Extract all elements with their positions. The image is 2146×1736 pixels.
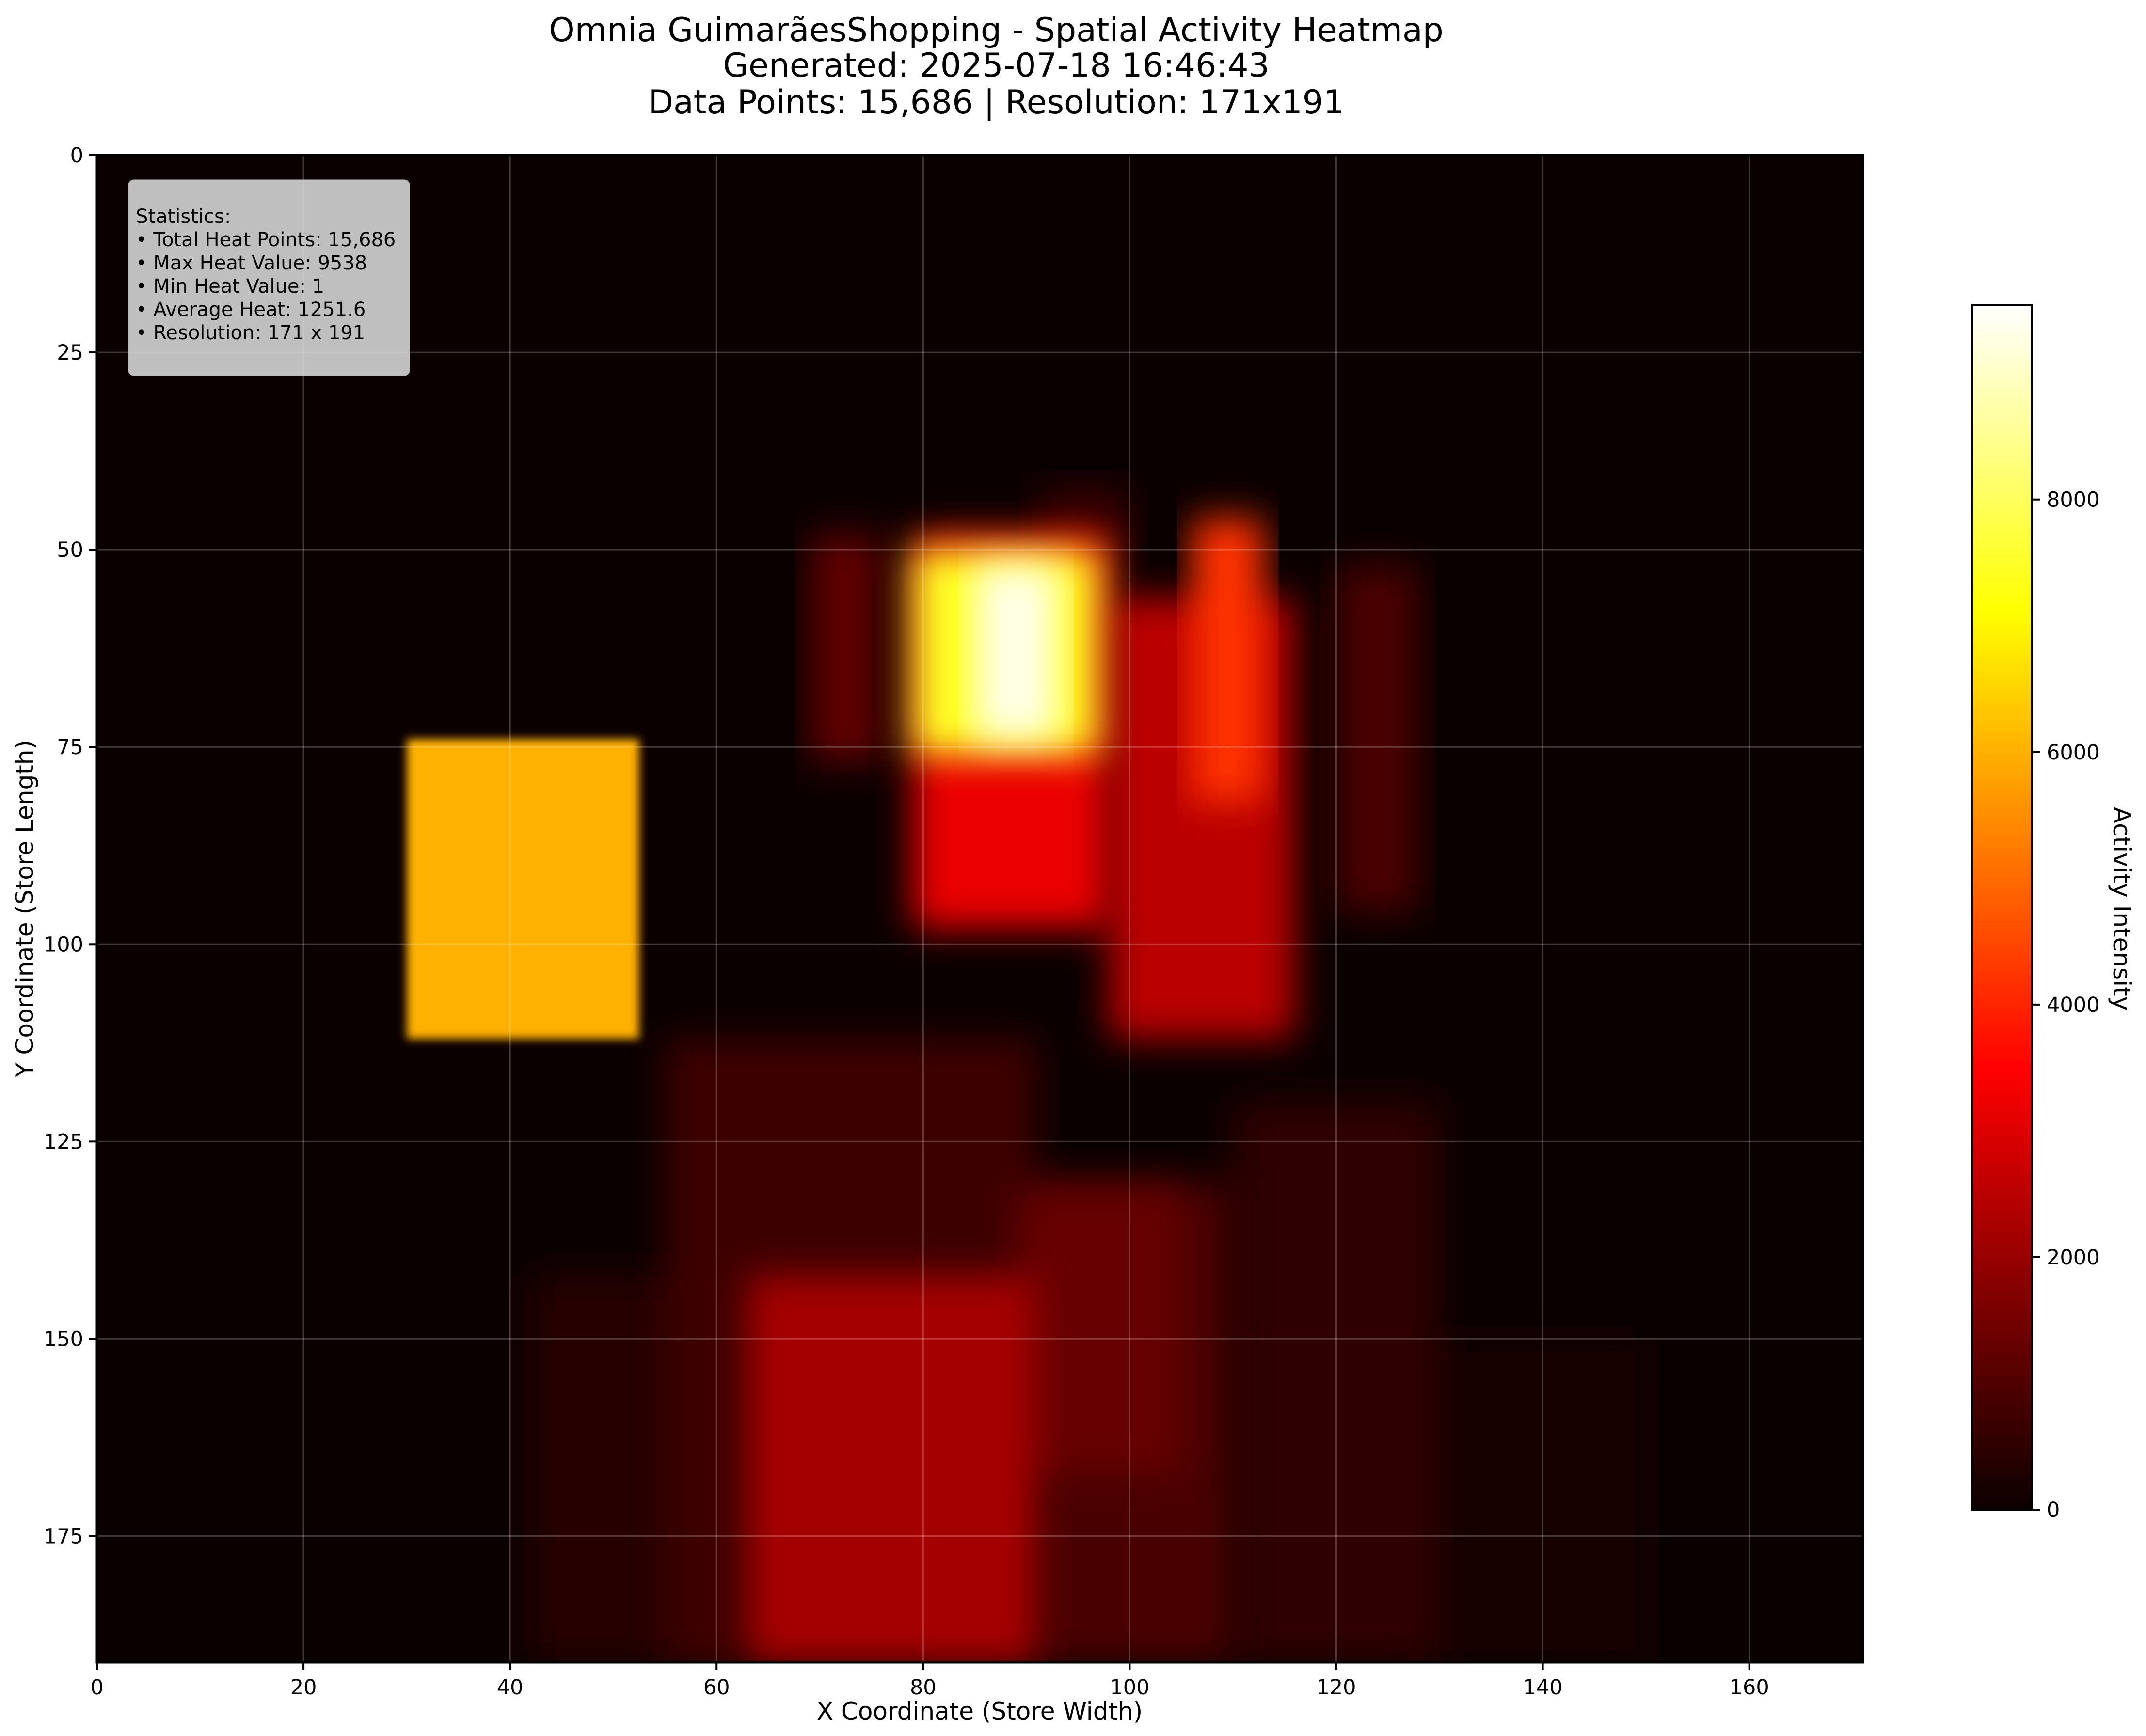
x-tick-label: 20 <box>290 1675 317 1700</box>
heat-region <box>1016 1189 1181 1473</box>
y-axis-ticks: 0 25 50 75 100 125 150 175 <box>44 143 97 1548</box>
statistics-box: Statistics: • Total Heat Points: 15,686 … <box>128 179 410 376</box>
colorbar-gradient <box>1971 304 2033 1511</box>
y-tick-label: 50 <box>57 538 83 562</box>
x-tick-label: 0 <box>90 1675 103 1700</box>
y-tick-label: 100 <box>44 932 83 957</box>
x-axis-label: X Coordinate (Store Width) <box>817 1697 1143 1725</box>
colorbar-tick-label: 4000 <box>2047 993 2099 1017</box>
x-tick-label: 100 <box>1110 1675 1149 1700</box>
colorbar: 0 2000 4000 6000 8000 Activity Intensity <box>1971 304 2136 1522</box>
x-tick-label: 40 <box>497 1675 524 1700</box>
y-tick-label: 150 <box>44 1327 83 1351</box>
y-tick-label: 25 <box>57 341 83 365</box>
statistics-box-background <box>128 179 410 376</box>
heat-layer <box>407 486 1646 1662</box>
statistics-line: • Max Heat Value: 9538 <box>136 252 367 274</box>
statistics-heading: Statistics: <box>136 205 231 228</box>
colorbar-label: Activity Intensity <box>2108 807 2136 1011</box>
heat-region <box>1336 565 1419 913</box>
y-tick-label: 75 <box>57 735 83 759</box>
heat-region <box>974 565 1058 739</box>
y-tick-label: 175 <box>44 1524 83 1548</box>
statistics-line: • Resolution: 171 x 191 <box>136 322 365 344</box>
x-tick-label: 60 <box>703 1675 730 1700</box>
chart-title-line-3: Data Points: 15,686 | Resolution: 171x19… <box>648 83 1345 122</box>
plot-frame <box>95 154 1864 1664</box>
colorbar-tick-label: 2000 <box>2047 1246 2099 1270</box>
heat-region <box>1418 1339 1646 1662</box>
heat-region <box>1233 1102 1440 1662</box>
heat-region <box>747 1276 1037 1662</box>
chart-title-line-2: Generated: 2025-07-18 16:46:43 <box>723 47 1269 85</box>
colorbar-ticks: 0 2000 4000 6000 8000 <box>2032 488 2099 1522</box>
heat-region <box>809 534 882 763</box>
y-tick-label: 0 <box>70 143 83 168</box>
colorbar-tick-label: 6000 <box>2047 741 2099 765</box>
x-tick-label: 80 <box>910 1675 937 1700</box>
chart-title-line-1: Omnia GuimarãesShopping - Spatial Activi… <box>549 11 1444 49</box>
heat-region <box>407 739 639 1039</box>
plot-area <box>95 154 1864 1664</box>
colorbar-tick-label: 8000 <box>2047 488 2099 512</box>
statistics-line: • Min Heat Value: 1 <box>136 275 324 298</box>
colorbar-tick-label: 0 <box>2047 1498 2060 1522</box>
x-tick-label: 120 <box>1316 1675 1356 1700</box>
x-tick-label: 160 <box>1730 1675 1769 1700</box>
statistics-line: • Total Heat Points: 15,686 <box>136 229 396 251</box>
heat-region <box>1192 518 1264 803</box>
x-tick-label: 140 <box>1523 1675 1563 1700</box>
y-tick-label: 125 <box>44 1130 83 1154</box>
statistics-line: • Average Heat: 1251.6 <box>136 299 366 321</box>
y-axis-label: Y Coordinate (Store Length) <box>11 740 39 1078</box>
x-axis-ticks: 0 20 40 60 80 100 120 140 160 <box>90 1662 1769 1700</box>
